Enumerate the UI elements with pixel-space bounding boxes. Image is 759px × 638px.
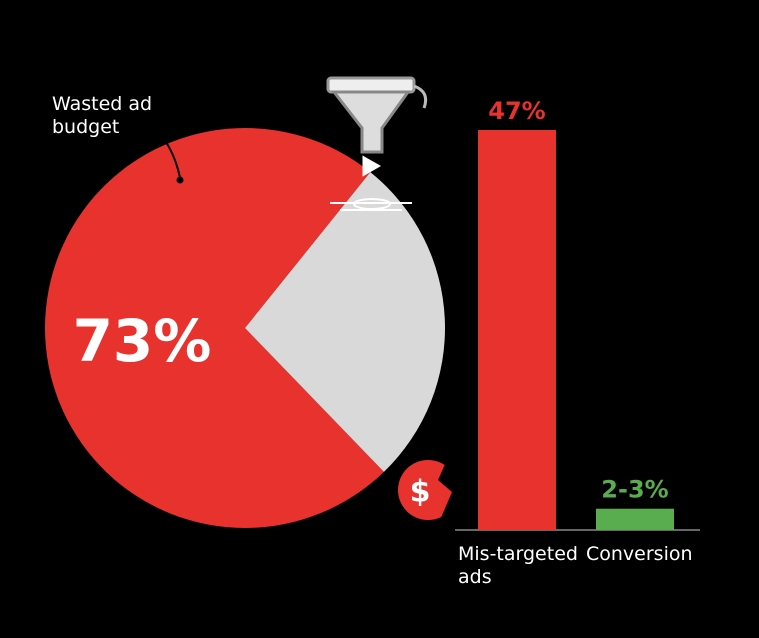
funnel-icon <box>326 76 428 211</box>
svg-text:$: $ <box>410 475 431 510</box>
bar <box>596 508 674 530</box>
pie-slice <box>44 127 384 528</box>
bar-value-label: 47% <box>488 97 545 125</box>
pie-value-label: 73% <box>73 307 212 375</box>
bar-value-label: 2-3% <box>601 476 668 504</box>
leader-line <box>165 141 181 179</box>
pie-slice <box>245 172 445 472</box>
broken-dollar-icon: $ <box>398 460 470 520</box>
leader-dot <box>176 176 184 184</box>
bar <box>478 130 556 530</box>
pie-label: Wasted ad budget <box>52 93 153 138</box>
x-tick-label: Mis-targeted ads <box>458 543 578 588</box>
x-tick-label: Conversion <box>586 543 693 565</box>
